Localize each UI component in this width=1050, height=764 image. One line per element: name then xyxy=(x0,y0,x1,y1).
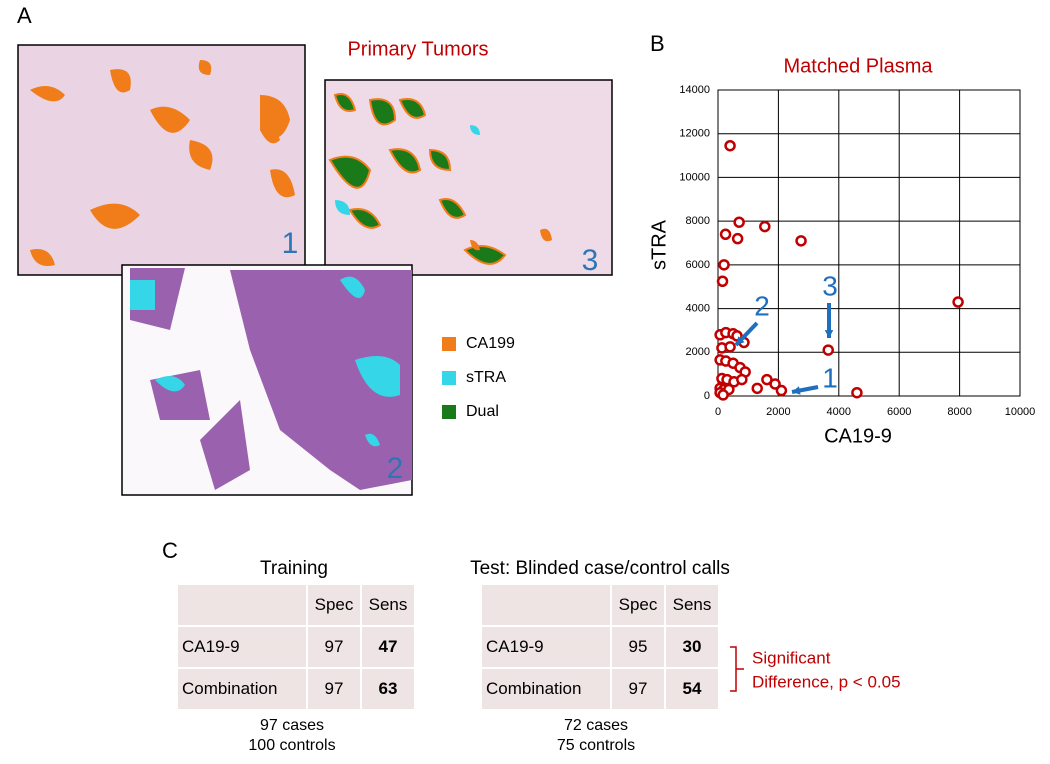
table-note: 72 cases 75 controls xyxy=(480,716,712,756)
y-tick-label: 14000 xyxy=(679,84,710,96)
point xyxy=(952,296,964,308)
point xyxy=(822,344,834,356)
table-header: Sens xyxy=(664,583,720,627)
point xyxy=(769,378,781,390)
annotation: 3 xyxy=(822,270,838,301)
point xyxy=(733,216,745,228)
histology-image: 1 xyxy=(17,44,306,276)
table-title: Test: Blinded case/control calls xyxy=(470,558,730,579)
table: Spec Sens CA19-9 95 30 Combination 97 54 xyxy=(480,583,720,711)
point xyxy=(759,220,771,233)
plot-area xyxy=(717,89,1021,397)
table-cell: 54 xyxy=(664,667,720,711)
legend-swatch xyxy=(442,337,456,351)
y-tick-label: 8000 xyxy=(686,215,710,227)
table-cell: 97 xyxy=(610,667,666,711)
x-axis-label: CA19-9 xyxy=(824,425,892,447)
table-cell: 97 xyxy=(306,625,362,669)
arrow-head xyxy=(736,336,745,345)
arrow-head xyxy=(792,386,801,395)
panel-label: B xyxy=(650,31,665,56)
y-tick-label: 12000 xyxy=(679,128,710,140)
x-tick-label: 6000 xyxy=(887,406,911,418)
table-cell: 30 xyxy=(664,625,720,669)
y-tick-label: 4000 xyxy=(686,302,710,314)
table-cell: 97 xyxy=(306,667,362,711)
point xyxy=(736,373,748,386)
table-note: 97 cases 100 controls xyxy=(176,716,408,756)
y-tick-label: 10000 xyxy=(679,171,710,183)
table-cell: Combination xyxy=(480,667,612,711)
table: Spec Sens CA19-9 97 47 Combination 97 63 xyxy=(176,583,416,711)
y-axis-label: sTRA xyxy=(648,219,670,270)
point xyxy=(851,386,863,399)
significance-text: Difference, p < 0.05 xyxy=(752,672,901,691)
note-line: 100 controls xyxy=(248,737,336,754)
table-cell xyxy=(176,583,308,627)
significance-text: Significant xyxy=(752,648,831,667)
point xyxy=(716,275,729,287)
y-tick-label: 2000 xyxy=(686,346,710,358)
panel-label: A xyxy=(17,3,32,28)
point xyxy=(795,235,807,247)
point xyxy=(718,259,730,271)
annotation: 1 xyxy=(822,362,838,393)
image-number: 2 xyxy=(387,452,404,485)
point xyxy=(775,384,788,397)
panel-title: Primary Tumors xyxy=(347,38,488,60)
table-header: Sens xyxy=(360,583,416,627)
legend-swatch xyxy=(442,371,456,385)
legend-label: sTRA xyxy=(466,369,506,386)
image-number: 3 xyxy=(582,244,599,277)
table-cell: 95 xyxy=(610,625,666,669)
histology-image: 3 xyxy=(324,79,613,277)
x-tick-label: 4000 xyxy=(827,406,851,418)
point xyxy=(717,389,729,401)
table-title: Training xyxy=(260,558,328,579)
legend-label: Dual xyxy=(466,403,499,420)
table-cell: 63 xyxy=(360,667,416,711)
image-number: 1 xyxy=(282,227,299,260)
note-line: 97 cases xyxy=(259,717,325,734)
histology-image: 2 xyxy=(121,264,413,496)
table-cell: CA19-9 xyxy=(176,625,308,669)
table-header: Spec xyxy=(306,583,362,627)
note-line: 75 controls xyxy=(556,737,636,754)
arrow-head xyxy=(824,330,834,338)
x-tick-label: 10000 xyxy=(1005,406,1036,418)
x-tick-label: 8000 xyxy=(947,406,971,418)
bracket xyxy=(730,646,737,692)
y-tick-label: 6000 xyxy=(686,259,710,271)
annotation: 2 xyxy=(754,290,770,321)
chart-title: Matched Plasma xyxy=(784,55,934,77)
x-tick-label: 2000 xyxy=(766,406,790,418)
legend-swatch xyxy=(442,405,456,419)
point xyxy=(724,341,736,353)
table-header: Spec xyxy=(610,583,666,627)
point xyxy=(719,228,732,241)
note-line: 72 cases xyxy=(563,717,629,734)
point xyxy=(724,139,736,152)
table-cell: CA19-9 xyxy=(480,625,612,669)
table-cell xyxy=(480,583,612,627)
legend-label: CA199 xyxy=(466,335,515,352)
panel-label: C xyxy=(162,538,178,563)
point xyxy=(731,232,744,245)
table-cell: Combination xyxy=(176,667,308,711)
y-tick-label: 0 xyxy=(704,390,710,402)
point xyxy=(751,382,764,395)
x-tick-label: 0 xyxy=(715,406,721,418)
table-cell: 47 xyxy=(360,625,416,669)
